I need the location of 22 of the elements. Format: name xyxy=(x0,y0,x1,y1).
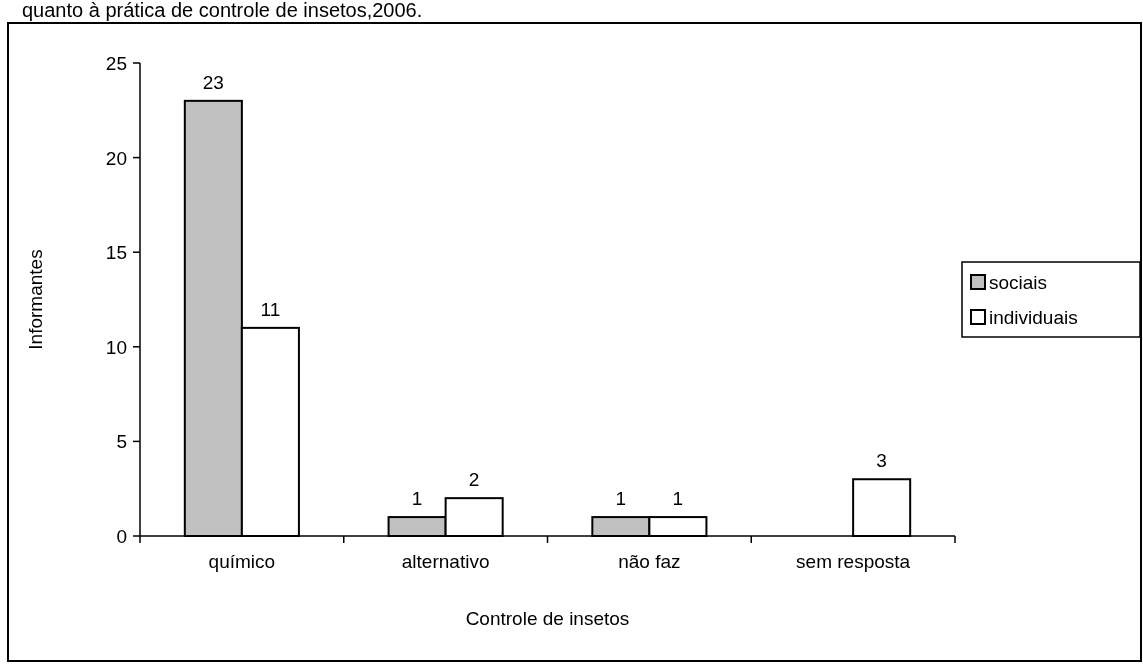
y-tick-label: 10 xyxy=(105,336,127,358)
x-tick-label: não faz xyxy=(618,551,681,572)
data-label: 3 xyxy=(876,450,887,472)
data-label: 2 xyxy=(468,469,480,491)
legend-label: sociais xyxy=(989,272,1048,293)
data-label: 1 xyxy=(672,488,684,510)
legend-label: individuais xyxy=(989,307,1078,328)
y-tick-label: 15 xyxy=(105,242,127,264)
x-tick-label: sem resposta xyxy=(796,551,911,572)
data-label: 23 xyxy=(202,71,224,93)
data-label: 1 xyxy=(411,488,423,510)
y-tick-label: 25 xyxy=(105,53,127,74)
data-label: 11 xyxy=(260,298,281,320)
y-tick-label: 20 xyxy=(105,147,127,169)
x-axis-title: Controle de insetos xyxy=(465,608,630,629)
y-tick-label: 5 xyxy=(116,431,127,453)
y-tick-label: 0 xyxy=(116,526,127,547)
y-axis-title: Informantes xyxy=(25,249,46,350)
x-tick-label: alternativo xyxy=(401,551,490,572)
chart-title: quanto à prática de controle de insetos,2006. xyxy=(22,0,423,21)
x-tick-label: químico xyxy=(208,551,276,572)
data-label: 1 xyxy=(615,488,627,510)
